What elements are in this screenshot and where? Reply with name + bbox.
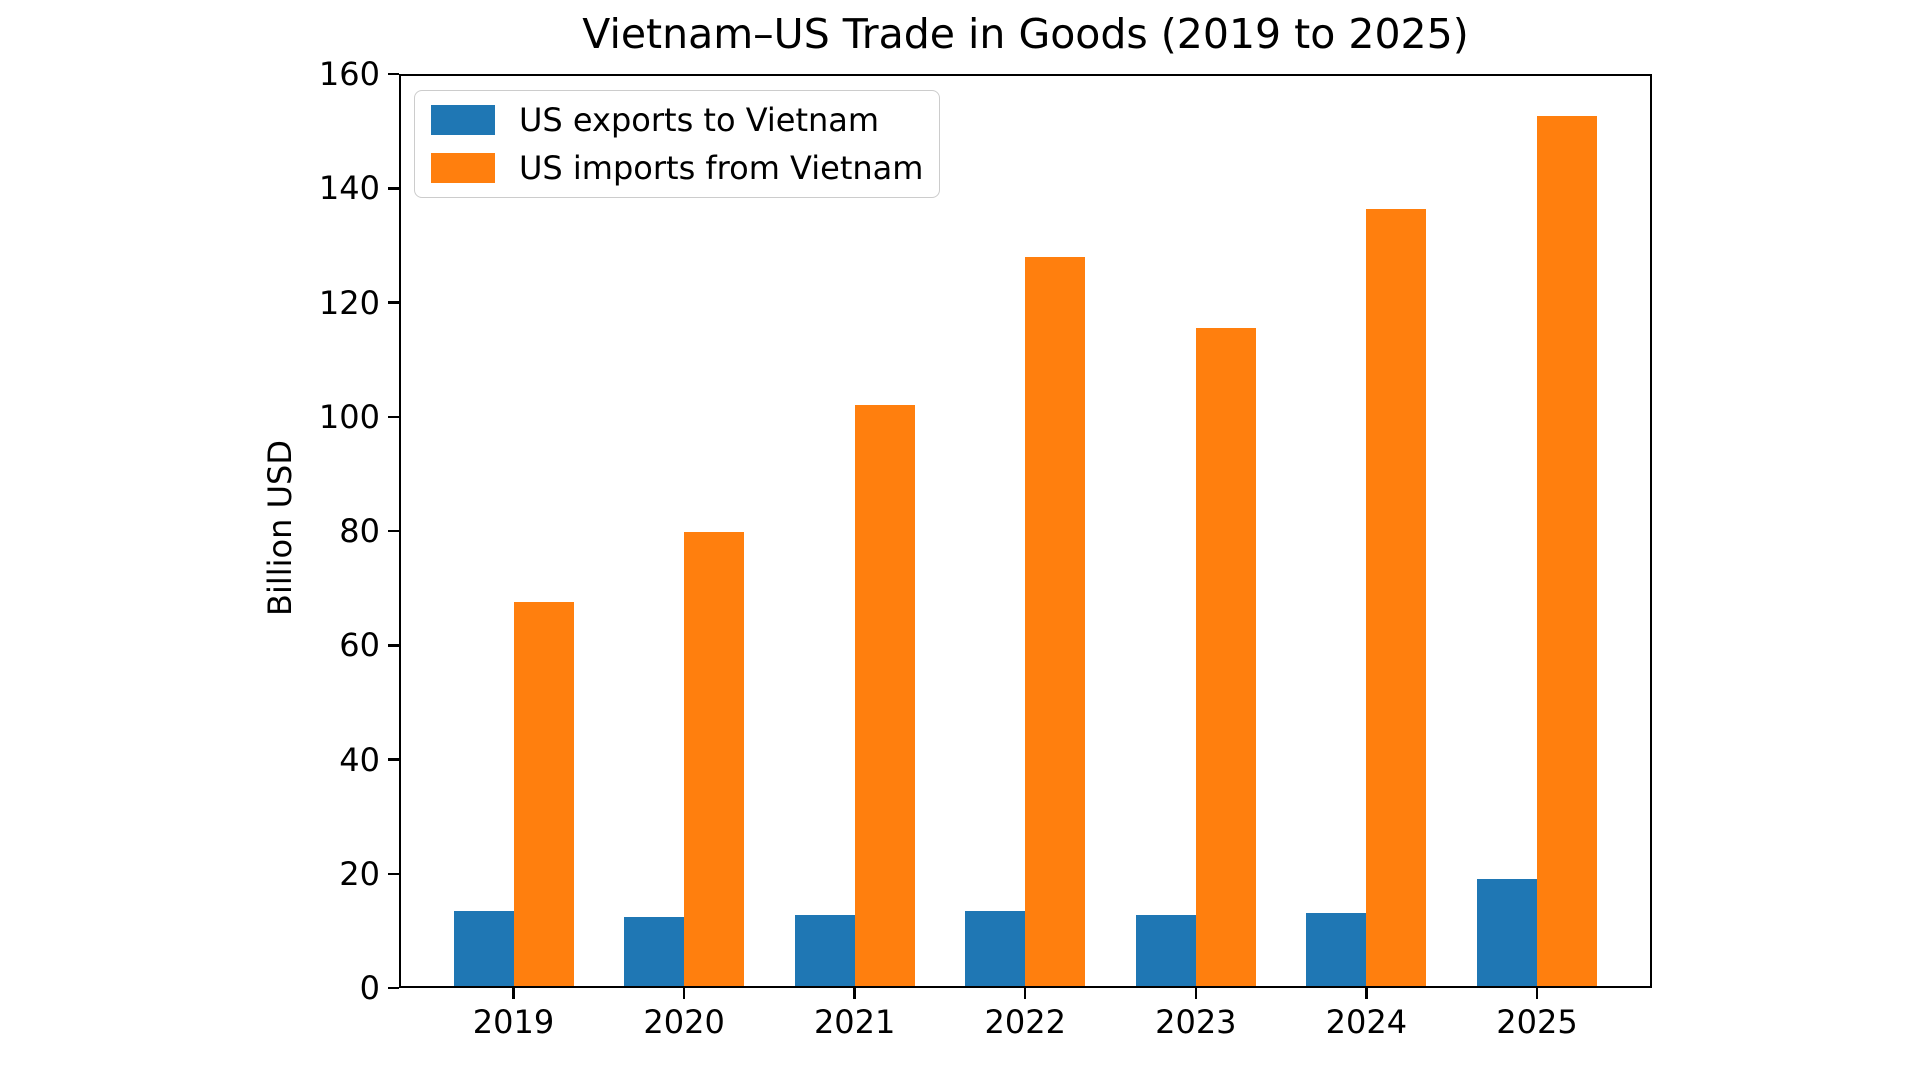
legend: US exports to Vietnam US imports from Vi… <box>414 90 941 198</box>
x-tick-label: 2021 <box>813 1003 896 1041</box>
x-tick-label: 2022 <box>984 1003 1066 1041</box>
bar-exports-2019 <box>453 910 514 988</box>
legend-item-exports: US exports to Vietnam <box>431 103 923 137</box>
x-tick-label: 2020 <box>643 1003 725 1041</box>
x-tick <box>1365 988 1368 999</box>
x-tick <box>1535 988 1539 999</box>
bar-exports-2025 <box>1476 878 1537 988</box>
legend-item-imports: US imports from Vietnam <box>431 151 923 185</box>
bar-imports-2020 <box>684 531 745 988</box>
x-tick-label: 2023 <box>1155 1003 1237 1041</box>
y-tick-label: 140 <box>318 169 380 208</box>
bar-imports-2023 <box>1195 328 1256 988</box>
x-tick <box>682 988 686 999</box>
y-tick-label: 40 <box>339 740 380 779</box>
bar-exports-2020 <box>624 917 685 988</box>
bar-exports-2022 <box>965 910 1026 988</box>
y-tick <box>388 872 399 875</box>
bar-imports-2022 <box>1025 257 1086 988</box>
y-tick <box>388 986 399 990</box>
x-tick-label: 2019 <box>472 1003 555 1041</box>
y-tick-label: 20 <box>339 854 380 893</box>
y-tick <box>388 415 399 418</box>
legend-label-imports: US imports from Vietnam <box>519 149 924 187</box>
bar-imports-2021 <box>854 404 915 988</box>
x-tick <box>1023 988 1027 999</box>
y-tick <box>388 529 399 533</box>
y-tick-label: 120 <box>318 283 380 322</box>
x-tick <box>1194 988 1198 999</box>
bar-exports-2021 <box>794 914 855 988</box>
x-tick-label: 2025 <box>1496 1003 1578 1041</box>
legend-swatch-imports-icon <box>431 153 495 183</box>
bar-exports-2024 <box>1306 912 1367 988</box>
y-tick-label: 160 <box>318 55 380 93</box>
y-tick <box>388 301 399 304</box>
y-tick <box>388 758 399 761</box>
x-tick-label: 2024 <box>1325 1003 1408 1041</box>
y-tick <box>388 72 399 76</box>
x-tick <box>512 988 515 999</box>
bar-imports-2019 <box>513 601 574 988</box>
y-tick-label: 0 <box>359 969 380 1007</box>
legend-swatch-exports-icon <box>431 105 495 135</box>
legend-label-exports: US exports to Vietnam <box>519 101 880 139</box>
y-tick-label: 100 <box>318 397 380 436</box>
chart-title: Vietnam–US Trade in Goods (2019 to 2025) <box>582 10 1469 58</box>
y-tick-label: 80 <box>339 512 380 550</box>
y-tick <box>388 644 399 647</box>
y-tick <box>388 187 399 190</box>
x-tick <box>853 988 856 999</box>
y-tick-label: 60 <box>339 626 380 665</box>
bar-imports-2025 <box>1536 116 1597 988</box>
bar-exports-2023 <box>1135 914 1196 988</box>
bar-imports-2024 <box>1366 209 1427 988</box>
